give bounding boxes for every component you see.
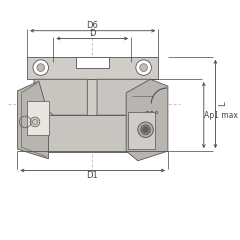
Circle shape [37, 64, 45, 72]
Circle shape [138, 122, 153, 138]
Text: Ap1 max: Ap1 max [204, 111, 238, 120]
Bar [34, 79, 151, 115]
Circle shape [140, 64, 148, 72]
Polygon shape [97, 79, 151, 115]
Bar [77, 58, 108, 68]
Bar [27, 57, 158, 79]
Text: L: L [218, 102, 227, 106]
Circle shape [33, 60, 48, 75]
Bar [76, 57, 109, 68]
Circle shape [30, 117, 40, 127]
Polygon shape [34, 79, 87, 115]
Circle shape [143, 127, 149, 133]
Text: 90°: 90° [144, 111, 159, 120]
Text: D: D [89, 29, 96, 38]
Bar [27, 101, 48, 135]
Bar [128, 112, 155, 149]
Polygon shape [18, 81, 48, 159]
Polygon shape [34, 115, 151, 152]
Circle shape [141, 125, 150, 135]
Circle shape [136, 60, 151, 75]
Text: D1: D1 [86, 171, 98, 180]
Text: D6: D6 [86, 21, 98, 30]
Polygon shape [126, 79, 168, 161]
